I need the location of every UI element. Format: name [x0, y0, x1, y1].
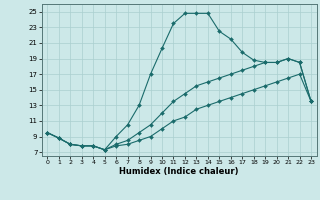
X-axis label: Humidex (Indice chaleur): Humidex (Indice chaleur)	[119, 167, 239, 176]
